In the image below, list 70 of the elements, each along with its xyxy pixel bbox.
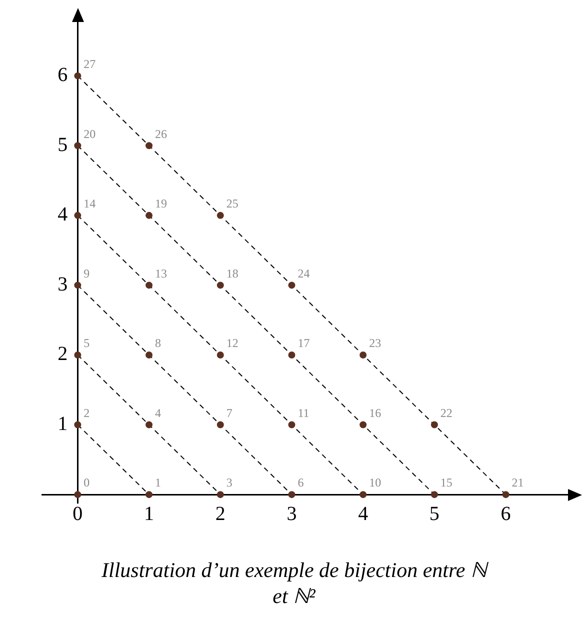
x-tick-label: 5	[429, 502, 440, 525]
point	[430, 421, 438, 428]
x-tick-label: 3	[286, 502, 297, 525]
point	[74, 421, 82, 428]
annotation: 3	[226, 476, 232, 490]
point	[146, 421, 153, 428]
y-tick-label: 5	[58, 134, 68, 156]
x-tick-label: 6	[500, 502, 511, 525]
point	[216, 212, 224, 219]
annotation: 11	[298, 406, 310, 420]
point	[146, 351, 153, 358]
point	[288, 351, 296, 358]
point	[288, 491, 296, 498]
annotation: 18	[226, 266, 238, 280]
point	[216, 491, 224, 498]
point	[146, 212, 153, 219]
annotation: 13	[155, 266, 168, 280]
point	[216, 421, 224, 428]
point	[146, 282, 153, 289]
y-tick-label: 4	[58, 204, 68, 226]
annotation: 25	[226, 196, 238, 211]
x-tick-label: 1	[144, 502, 154, 525]
point	[74, 212, 82, 219]
point	[74, 72, 82, 80]
text: Illustration d’un exemple de bijection entre ℕ et ℕ²	[100, 557, 490, 610]
annotation: 26	[155, 126, 168, 141]
annotation: 2	[84, 406, 90, 420]
point	[146, 142, 153, 150]
point	[74, 142, 82, 150]
x-tick-label: 4	[358, 502, 368, 525]
annotation: 23	[369, 336, 382, 350]
point	[74, 282, 82, 289]
annotation: 17	[298, 336, 310, 350]
point	[288, 421, 296, 428]
annotation: 1	[155, 476, 162, 490]
point	[146, 491, 153, 498]
point	[360, 421, 367, 428]
annotation: 4	[155, 406, 162, 420]
point	[360, 491, 367, 498]
point	[502, 491, 510, 498]
annotation: 7	[226, 406, 232, 420]
y-tick-label: 1	[58, 413, 68, 436]
point	[216, 282, 224, 289]
annotation: 6	[298, 476, 304, 490]
point	[430, 491, 438, 498]
point	[74, 491, 82, 498]
annotation: 5	[84, 336, 90, 350]
y-tick-label: 3	[58, 273, 68, 296]
annotation: 10	[369, 476, 382, 490]
annotation: 21	[512, 476, 524, 490]
annotation: 0	[84, 476, 90, 490]
annotation: 8	[155, 336, 162, 350]
annotation: 9	[84, 266, 90, 280]
annotation: 19	[155, 196, 168, 211]
annotation: 14	[84, 196, 96, 211]
annotation: 24	[298, 266, 310, 280]
point	[74, 351, 82, 358]
x-tick-label: 2	[215, 502, 226, 525]
annotation: 27	[84, 56, 96, 71]
y-tick-label: 2	[58, 343, 68, 366]
annotation: 16	[369, 406, 382, 420]
annotation: 15	[440, 476, 452, 490]
x-tick-label: 0	[72, 502, 83, 525]
point	[288, 282, 296, 289]
annotation: 12	[226, 336, 238, 350]
y-tick-label: 6	[58, 64, 68, 86]
point	[360, 351, 367, 358]
point	[216, 351, 224, 358]
annotation: 20	[84, 126, 96, 141]
annotation: 22	[440, 406, 452, 420]
